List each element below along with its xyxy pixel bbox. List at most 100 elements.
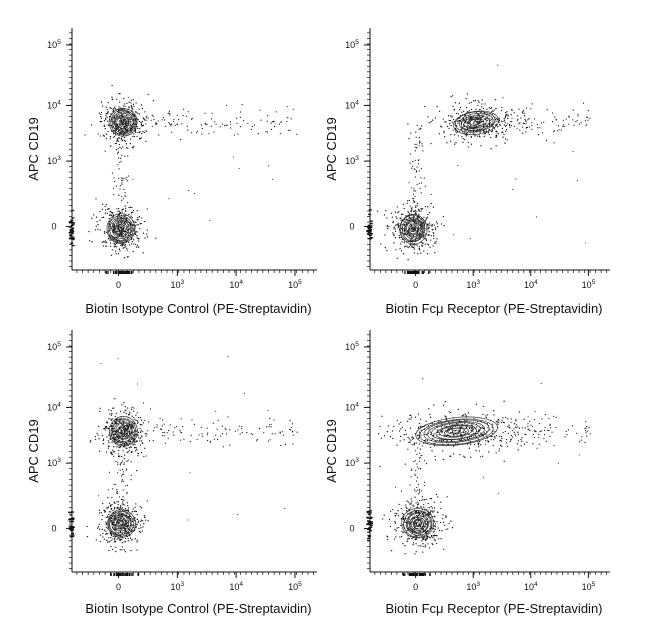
event-dot bbox=[463, 120, 465, 122]
event-dot bbox=[213, 131, 215, 133]
event-dot bbox=[396, 217, 398, 220]
event-dot bbox=[104, 209, 107, 211]
event-dot bbox=[524, 118, 526, 121]
event-dot bbox=[138, 216, 141, 218]
event-dot bbox=[532, 443, 534, 445]
event-dot bbox=[141, 424, 143, 426]
event-dot bbox=[572, 119, 574, 121]
event-dot bbox=[478, 115, 481, 117]
event-dot bbox=[395, 536, 397, 538]
event-dot bbox=[411, 245, 413, 247]
contour-line bbox=[406, 221, 420, 236]
event-dot bbox=[120, 227, 122, 230]
event-dot bbox=[411, 246, 413, 248]
event-dot bbox=[126, 102, 128, 105]
event-dot bbox=[410, 418, 412, 420]
event-dot bbox=[426, 253, 429, 255]
event-dot bbox=[123, 246, 125, 249]
event-dot bbox=[572, 425, 574, 427]
event-dot bbox=[114, 243, 116, 245]
event-dot bbox=[419, 233, 421, 236]
event-dot bbox=[142, 124, 144, 126]
event-dot bbox=[393, 425, 395, 428]
event-dot bbox=[577, 113, 579, 115]
event-dot bbox=[505, 124, 507, 127]
event-dot bbox=[453, 434, 455, 436]
event-dot bbox=[490, 148, 492, 150]
event-dot bbox=[101, 105, 104, 107]
event-dot bbox=[268, 426, 270, 428]
event-dot bbox=[141, 217, 143, 219]
event-dot bbox=[122, 423, 124, 425]
event-dot bbox=[555, 119, 557, 121]
event-dot bbox=[553, 415, 555, 417]
event-dot bbox=[114, 135, 116, 138]
event-dot bbox=[431, 229, 433, 231]
event-dot bbox=[418, 434, 420, 436]
event-dot bbox=[239, 433, 241, 435]
event-dot bbox=[122, 489, 124, 491]
event-dot bbox=[516, 127, 518, 129]
event-dot bbox=[419, 141, 421, 143]
event-dot bbox=[558, 129, 560, 131]
event-dot bbox=[440, 125, 442, 127]
event-dot bbox=[138, 138, 141, 140]
event-dot bbox=[424, 538, 427, 541]
event-dot bbox=[224, 427, 226, 429]
event-dot bbox=[430, 510, 432, 512]
event-dot bbox=[453, 445, 455, 448]
event-dot bbox=[572, 151, 574, 153]
event-dot bbox=[409, 513, 411, 515]
event-dot bbox=[99, 410, 101, 413]
event-dot bbox=[164, 435, 166, 437]
event-dot bbox=[424, 233, 427, 235]
event-dot bbox=[504, 112, 507, 114]
event-dot bbox=[427, 502, 429, 505]
event-dot bbox=[504, 430, 506, 433]
event-dot bbox=[514, 433, 516, 435]
event-dot bbox=[115, 483, 117, 485]
event-dot bbox=[161, 119, 163, 121]
event-dot bbox=[259, 109, 261, 111]
event-dot bbox=[105, 523, 108, 525]
event-dot bbox=[145, 140, 147, 143]
event-dot bbox=[517, 433, 519, 436]
event-dot bbox=[410, 439, 412, 441]
event-dot bbox=[450, 115, 452, 117]
event-dot bbox=[112, 418, 114, 420]
event-dot bbox=[110, 505, 112, 507]
event-dot bbox=[438, 421, 440, 423]
event-dot bbox=[418, 128, 420, 130]
event-dot bbox=[128, 107, 130, 109]
event-dot bbox=[134, 450, 137, 452]
event-dot bbox=[98, 509, 101, 511]
event-dot bbox=[423, 177, 425, 179]
event-dot bbox=[136, 523, 138, 526]
event-dot bbox=[401, 426, 403, 429]
axis-density-mark bbox=[428, 271, 430, 274]
axis-density-mark bbox=[410, 271, 412, 274]
event-dot bbox=[452, 95, 454, 97]
event-dot bbox=[519, 122, 521, 124]
event-dot bbox=[540, 382, 542, 385]
event-dot bbox=[426, 538, 428, 540]
event-dot bbox=[84, 134, 86, 136]
event-dot bbox=[111, 84, 113, 87]
event-dot bbox=[408, 216, 411, 218]
event-dot bbox=[577, 115, 579, 117]
event-dot bbox=[121, 542, 123, 544]
event-dot bbox=[227, 355, 229, 357]
axis-density-mark bbox=[412, 573, 414, 576]
event-dot bbox=[418, 437, 421, 439]
event-dot bbox=[118, 137, 120, 139]
event-dot bbox=[123, 411, 125, 414]
event-dot bbox=[117, 157, 120, 159]
event-dot bbox=[156, 122, 158, 124]
event-dot bbox=[402, 532, 404, 534]
event-dot bbox=[409, 205, 411, 207]
event-dot bbox=[438, 133, 441, 135]
event-dot bbox=[132, 443, 134, 445]
event-dot bbox=[496, 422, 498, 424]
event-dot bbox=[424, 105, 426, 108]
event-dot bbox=[182, 426, 184, 428]
